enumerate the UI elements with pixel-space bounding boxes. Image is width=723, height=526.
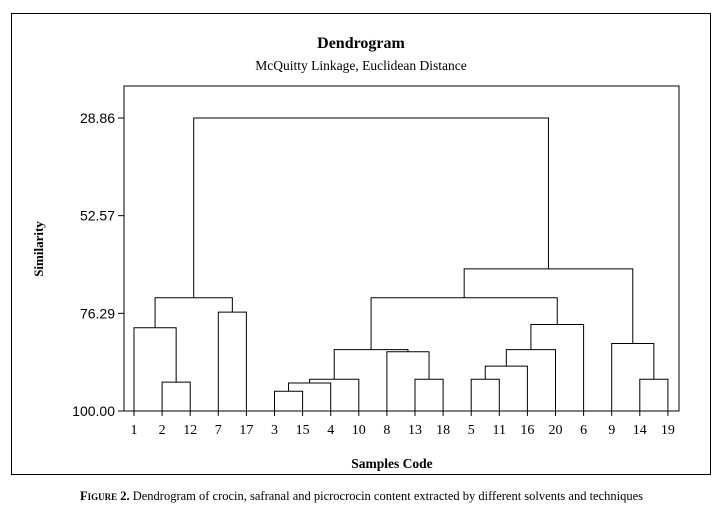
dendrogram-link-16 bbox=[639, 378, 669, 411]
leaf-label: 17 bbox=[239, 423, 253, 438]
leaf-label: 6 bbox=[580, 423, 587, 438]
leaf-label: 12 bbox=[183, 423, 197, 438]
dendrogram-link-19 bbox=[193, 117, 549, 298]
caption-label: Figure 2. bbox=[79, 489, 130, 503]
leaf-label: 7 bbox=[215, 423, 222, 438]
figure-caption: Figure 2. Dendrogram of crocin, safranal… bbox=[0, 489, 723, 504]
leaf-label: 15 bbox=[296, 423, 310, 438]
dendrogram-link-4 bbox=[154, 297, 233, 328]
leaf-label: 20 bbox=[549, 423, 563, 438]
leaf-label: 4 bbox=[327, 423, 334, 438]
dendrogram-link-5 bbox=[274, 390, 304, 411]
leaf-label: 5 bbox=[468, 423, 475, 438]
leaf-label: 11 bbox=[493, 423, 506, 438]
dendrogram-chart: Dendrogram McQuitty Linkage, Euclidean D… bbox=[31, 35, 680, 471]
chart-frame: Dendrogram McQuitty Linkage, Euclidean D… bbox=[11, 13, 711, 475]
leaf-label: 8 bbox=[383, 423, 390, 438]
dendrogram-link-15 bbox=[370, 297, 558, 350]
dendrogram-link-18 bbox=[463, 268, 634, 344]
dendrogram-link-10 bbox=[333, 349, 409, 380]
dendrogram-link-12 bbox=[484, 365, 528, 411]
dendrogram-link-1 bbox=[161, 381, 191, 411]
dendrogram-link-14 bbox=[530, 324, 585, 411]
dendrogram-link-3 bbox=[217, 311, 247, 411]
leaf-label: 19 bbox=[661, 423, 675, 438]
leaf-label: 16 bbox=[520, 423, 534, 438]
leaf-label: 3 bbox=[271, 423, 278, 438]
leaf-label: 1 bbox=[131, 423, 138, 438]
dendrogram-link-9 bbox=[386, 351, 430, 411]
y-tick-label: 100.00 bbox=[72, 403, 115, 419]
caption-text: Dendrogram of crocin, safranal and picro… bbox=[132, 489, 644, 503]
dendrogram-link-11 bbox=[470, 378, 500, 411]
leaf-label: 10 bbox=[352, 423, 366, 438]
leaf-label: 9 bbox=[608, 423, 615, 438]
dendrogram-link-17 bbox=[611, 342, 655, 411]
leaf-label: 13 bbox=[408, 423, 422, 438]
dendrogram-link-13 bbox=[505, 349, 556, 411]
y-tick-label: 76.29 bbox=[80, 305, 115, 321]
leaf-label: 2 bbox=[159, 423, 166, 438]
dendrogram-link-6 bbox=[288, 382, 332, 411]
dendrogram-link-7 bbox=[309, 378, 360, 411]
plot-area bbox=[123, 85, 680, 412]
y-tick-label: 52.57 bbox=[80, 208, 115, 224]
leaf-label: 18 bbox=[436, 423, 450, 438]
x-axis-label: Samples Code bbox=[351, 456, 432, 471]
chart-subtitle: McQuitty Linkage, Euclidean Distance bbox=[255, 58, 466, 73]
y-tick-label: 28.86 bbox=[80, 110, 115, 126]
leaf-label: 14 bbox=[633, 423, 647, 438]
chart-title: Dendrogram bbox=[317, 35, 405, 52]
dendrogram-link-8 bbox=[414, 378, 444, 411]
y-axis-label: Similarity bbox=[31, 221, 46, 277]
dendrogram-link-2 bbox=[133, 327, 177, 411]
